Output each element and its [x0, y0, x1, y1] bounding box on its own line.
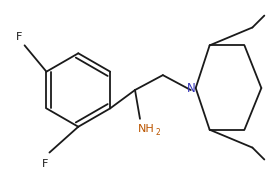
Text: N: N — [187, 82, 195, 95]
Text: 2: 2 — [156, 128, 161, 137]
Text: F: F — [16, 32, 22, 42]
Text: NH: NH — [138, 124, 155, 134]
Text: F: F — [42, 159, 49, 169]
